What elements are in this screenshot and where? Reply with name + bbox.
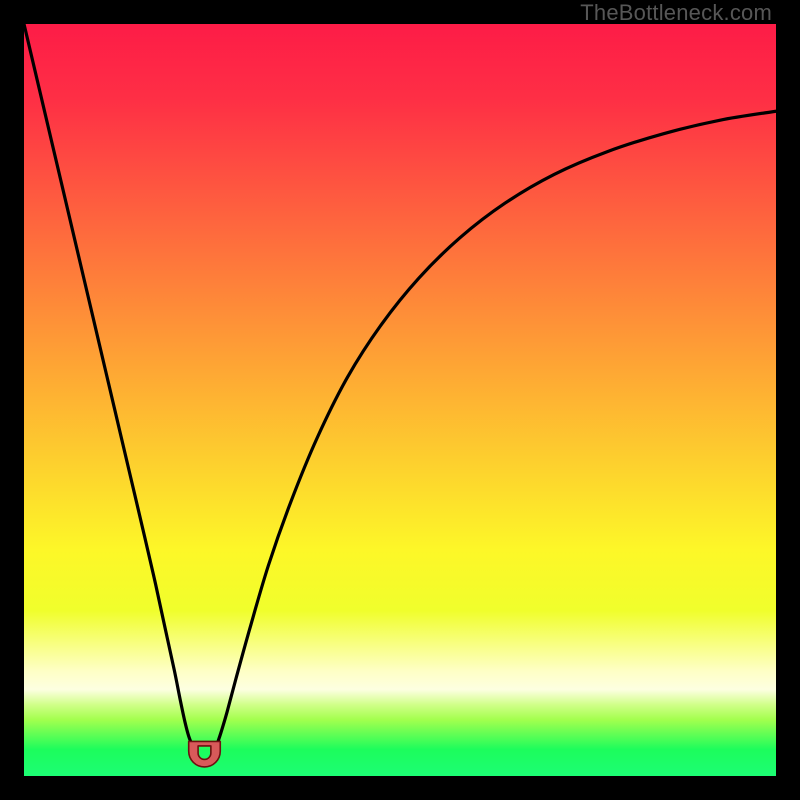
chart-frame: TheBottleneck.com [0,0,800,800]
chart-svg [24,24,776,776]
watermark-text: TheBottleneck.com [580,0,772,26]
plot-area [24,24,776,776]
gradient-background [24,24,776,776]
